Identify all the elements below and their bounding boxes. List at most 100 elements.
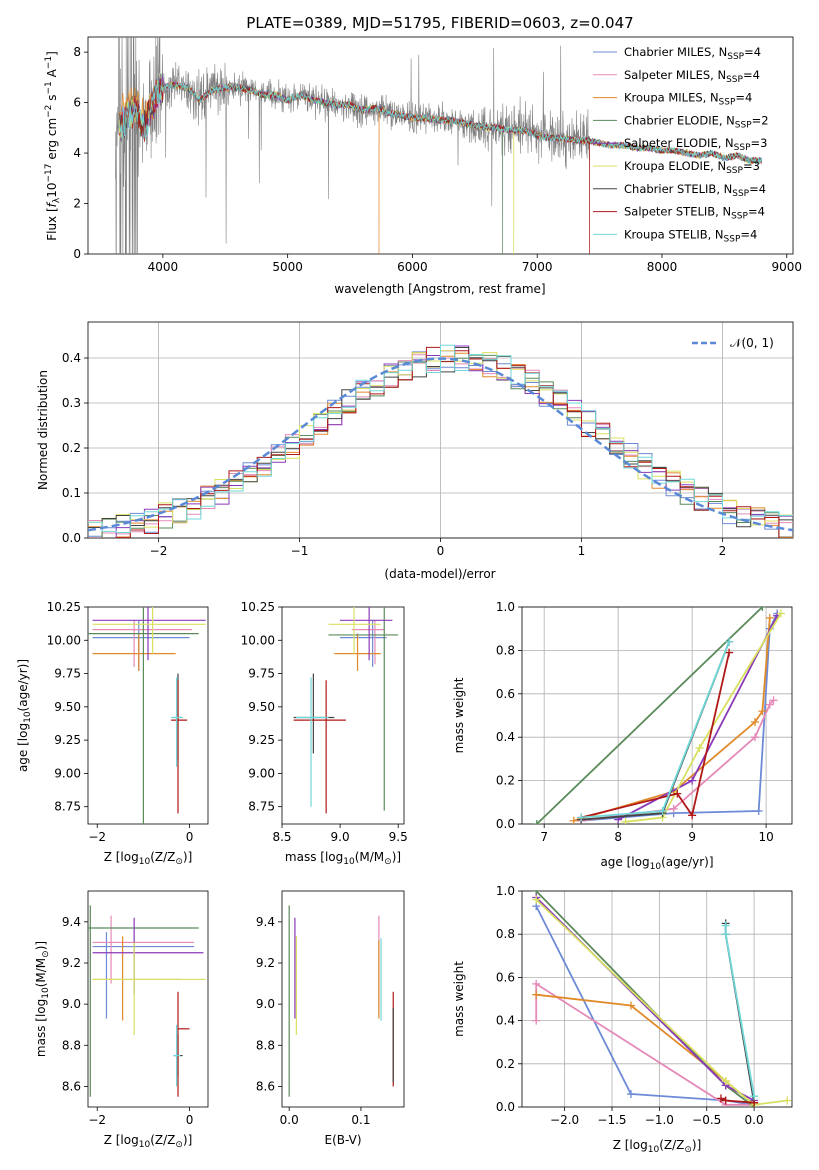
y-tick-label: 9.00 bbox=[54, 766, 81, 780]
y-tick-label: 9.25 bbox=[54, 733, 81, 747]
y-tick-label: 8.8 bbox=[62, 1038, 81, 1052]
x-tick-label: 8000 bbox=[647, 260, 678, 274]
y-tick-label: 0.0 bbox=[496, 817, 515, 831]
y-tick-label: 0.8 bbox=[496, 927, 515, 941]
y-tick-label: 8 bbox=[73, 45, 81, 59]
axes-frame bbox=[87, 890, 209, 1108]
weight-series bbox=[724, 925, 755, 1097]
plot-area bbox=[88, 607, 206, 824]
y-tick-label: 2 bbox=[73, 197, 81, 211]
weight-marker bbox=[754, 806, 763, 815]
weight-marker bbox=[673, 789, 682, 798]
x-axis-label: wavelength [Angstrom, rest frame] bbox=[334, 282, 545, 296]
x-tick-label: −2.0 bbox=[550, 1113, 579, 1127]
x-tick-label: −1.0 bbox=[645, 1113, 674, 1127]
plot-area bbox=[288, 905, 394, 1097]
weight-series bbox=[535, 898, 788, 1106]
weight-series bbox=[536, 993, 755, 1106]
weight-marker bbox=[532, 820, 541, 824]
plot-area bbox=[115, 37, 762, 254]
weight-marker bbox=[688, 811, 697, 820]
weight-marker bbox=[621, 817, 630, 824]
weight-marker bbox=[783, 1096, 792, 1105]
y-tick-label: 6 bbox=[73, 96, 81, 110]
model-spectrum bbox=[118, 81, 762, 165]
y-tick-label: 9.75 bbox=[54, 667, 81, 681]
legend-label: Kroupa ELODIE, NSSP=3 bbox=[624, 159, 760, 176]
weight-marker bbox=[751, 733, 760, 742]
y-tick-label: 9.75 bbox=[248, 667, 275, 681]
y-tick-label: 8.8 bbox=[256, 1038, 275, 1052]
weight-series bbox=[535, 982, 755, 1106]
weight-series bbox=[581, 641, 730, 821]
spectrum-axes: 4000 5000 6000 7000 8000 9000 0 2 4 6 8 bbox=[73, 36, 802, 274]
axes-frame bbox=[521, 606, 793, 825]
weight-marker bbox=[688, 776, 697, 785]
y-tick-label: 9.4 bbox=[62, 915, 81, 929]
y-tick-label: 9.2 bbox=[256, 956, 275, 970]
y-tick-label: 0.2 bbox=[62, 441, 81, 455]
x-tick-label: −2 bbox=[150, 544, 168, 558]
weight-marker bbox=[751, 718, 760, 727]
y-tick-label: 0.4 bbox=[496, 1014, 515, 1028]
y-axis-label: mass [log10(M/M⊙)] bbox=[34, 941, 51, 1057]
weight-marker bbox=[569, 816, 578, 824]
y-tick-label: 0.6 bbox=[496, 687, 515, 701]
x-tick-label: 9000 bbox=[771, 260, 802, 274]
plot-area bbox=[88, 905, 206, 1097]
y-tick-label: 8.6 bbox=[62, 1079, 81, 1093]
weight-marker bbox=[721, 930, 730, 939]
legend-label: Salpeter MILES, NSSP=4 bbox=[624, 68, 760, 85]
weight-marker bbox=[765, 700, 774, 709]
y-axis-label: Flux [fλ10−17 erg cm−2 s−1 A−1] bbox=[44, 51, 62, 241]
x-tick-label: 9.5 bbox=[389, 830, 408, 844]
x-tick-label: 6000 bbox=[397, 260, 428, 274]
weight-marker bbox=[532, 895, 541, 904]
y-tick-label: 9.2 bbox=[62, 956, 81, 970]
age-vs-mass-axes: 8.5 9.0 9.5 8.75 9.00 9.25 9.50 9.75 10.00 10.25 bbox=[241, 600, 408, 844]
y-tick-label: 9.0 bbox=[256, 997, 275, 1011]
mass-vs-EBV-axes: 0.0 0.1 8.6 8.8 9.0 9.2 9.4 bbox=[256, 890, 405, 1127]
axes-frame bbox=[87, 321, 794, 539]
y-tick-label: 0.2 bbox=[496, 1057, 515, 1071]
plot-area bbox=[293, 607, 399, 814]
x-tick-label: 0 bbox=[437, 544, 445, 558]
weight-vs-Z-axes: −2.0 −1.5 −1.0 −0.5 0.0 0.0 0.2 0.4 0.6 0.8 1.0 bbox=[496, 884, 793, 1127]
y-tick-label: 9.50 bbox=[54, 700, 81, 714]
weight-marker bbox=[532, 1016, 541, 1025]
x-tick-label: 7 bbox=[540, 830, 548, 844]
weight-marker bbox=[577, 813, 586, 822]
y-tick-label: 9.50 bbox=[248, 700, 275, 714]
y-tick-label: 9.4 bbox=[256, 915, 275, 929]
legend-label: Chabrier STELIB, NSSP=4 bbox=[624, 182, 766, 199]
legend-label: Chabrier MILES, NSSP=4 bbox=[624, 45, 761, 62]
y-tick-label: 0.2 bbox=[496, 774, 515, 788]
y-tick-label: 10.25 bbox=[47, 600, 81, 614]
y-tick-label: 10.00 bbox=[241, 633, 275, 647]
x-tick-label: −2 bbox=[88, 830, 106, 844]
plot-area bbox=[532, 891, 792, 1107]
y-tick-label: 10.25 bbox=[241, 600, 275, 614]
x-tick-label: 8 bbox=[614, 830, 622, 844]
weight-marker bbox=[532, 990, 541, 999]
y-axis-label: mass weight bbox=[452, 961, 466, 1037]
x-axis-label: mass [log10(M/M⊙)] bbox=[285, 850, 401, 867]
chart-title: PLATE=0389, MJD=51795, FIBERID=0603, z=0… bbox=[246, 14, 633, 32]
weight-series bbox=[581, 699, 775, 822]
weight-marker bbox=[721, 1096, 730, 1105]
x-tick-label: 0.1 bbox=[351, 1113, 370, 1127]
x-axis-label: Z [log10(Z/Z⊙)] bbox=[104, 1133, 193, 1150]
weight-marker bbox=[695, 744, 704, 753]
weight-marker bbox=[532, 979, 541, 988]
x-tick-label: 0 bbox=[186, 1113, 194, 1127]
age-vs-Z-axes: −2 0 8.75 9.00 9.25 9.50 9.75 10.00 10.25 bbox=[47, 600, 209, 844]
observed-spectrum bbox=[115, 37, 590, 254]
x-tick-label: −0.5 bbox=[692, 1113, 721, 1127]
y-tick-label: 9.00 bbox=[248, 766, 275, 780]
x-tick-label: 0.0 bbox=[280, 1113, 299, 1127]
x-axis-label: age [log10(age/yr)] bbox=[600, 855, 713, 872]
plot-area bbox=[532, 607, 785, 824]
y-tick-label: 0.0 bbox=[496, 1100, 515, 1114]
legend-label: Kroupa STELIB, NSSP=4 bbox=[624, 227, 757, 244]
